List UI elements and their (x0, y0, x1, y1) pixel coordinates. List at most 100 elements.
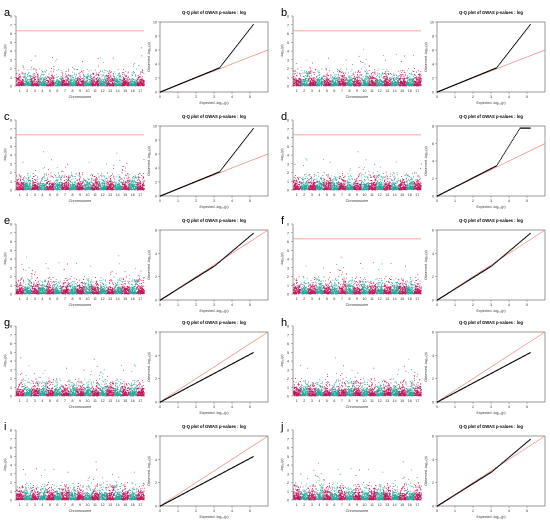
qq-plot-g: Q-Q plot of GWAS p-values : log 0 1 2 3 4 5 0 2 4… (147, 320, 269, 415)
manhattan-y-tick-label: 0 (287, 293, 289, 297)
manhattan-y-label: -log₁₀(p) (3, 252, 7, 265)
qq-x-tick-label: 3 (490, 509, 492, 513)
manhattan-y-label: -log₁₀(p) (280, 354, 284, 367)
manhattan-points-chr-7 (338, 256, 347, 295)
chromosome-tick-label: 8 (348, 297, 350, 301)
qq-y-tick-label: 0 (432, 195, 434, 199)
manhattan-points-chr-5 (46, 377, 55, 397)
manhattan-y-tick-label: 2 (10, 171, 12, 175)
chromosome-tick-label: 5 (49, 297, 51, 301)
qq-title: Q-Q plot of GWAS p-values : log (182, 10, 246, 15)
manhattan-y-tick-label: 2 (10, 481, 12, 485)
manhattan-points-chr-3 (31, 169, 40, 191)
manhattan-points-chr-15 (121, 482, 130, 501)
manhattan-points-chr-8 (345, 64, 354, 87)
manhattan-points-chr-11 (368, 163, 377, 191)
qq-x-tick-label: 0 (159, 509, 161, 513)
manhattan-x-label: Chromosome (69, 405, 92, 409)
manhattan-y-tick-label: 5 (287, 351, 289, 355)
manhattan-y-tick-label: 5 (287, 145, 289, 149)
chromosome-tick-label: 9 (79, 193, 81, 197)
qq-plot-d: Q-Q plot of GWAS p-values : log 0 1 2 3 4 5 0 2 4… (424, 114, 546, 209)
chromosome-tick-label: 2 (26, 503, 28, 507)
manhattan-points-chr-2 (300, 367, 309, 397)
chromosome-tick-label: 12 (101, 89, 105, 93)
chromosome-tick-label: 1 (19, 89, 21, 93)
manhattan-y-tick-label: 0 (287, 189, 289, 193)
chromosome-tick-label: 3 (34, 297, 36, 301)
manhattan-x-label: Chromosome (346, 405, 369, 409)
qq-y-tick-label: 6 (432, 331, 434, 335)
chromosome-tick-label: 13 (385, 193, 389, 197)
manhattan-points-chr-4 (315, 379, 324, 397)
manhattan-y-tick-label: 8 (10, 325, 12, 329)
qq-y-tick-label: 2 (155, 377, 157, 381)
chromosome-tick-label: 2 (26, 89, 28, 93)
qq-observed-points (160, 128, 254, 197)
chromosome-tick-label: 9 (79, 399, 81, 403)
chromosome-tick-label: 1 (19, 193, 21, 197)
manhattan-y-label: -log₁₀(p) (280, 252, 284, 265)
manhattan-points-chr-11 (368, 262, 377, 295)
qq-y-tick-label: 4 (155, 252, 157, 256)
chromosome-tick-label: 12 (378, 297, 382, 301)
qq-observed-points (160, 456, 254, 507)
manhattan-points-chr-6 (330, 263, 339, 295)
qq-y-label: Observed -log₁₀(p) (424, 42, 428, 72)
manhattan-y-tick-label: 1 (10, 180, 12, 184)
manhattan-y-tick-label: 3 (10, 472, 12, 476)
chromosome-tick-label: 17 (415, 399, 419, 403)
manhattan-y-tick-label: 7 (287, 231, 289, 235)
manhattan-points-chr-10 (360, 468, 369, 501)
chromosome-tick-label: 9 (79, 89, 81, 93)
chromosome-tick-label: 2 (303, 297, 305, 301)
manhattan-points-chr-2 (23, 60, 32, 87)
manhattan-points-chr-7 (338, 473, 347, 501)
manhattan-points-chr-4 (38, 469, 47, 501)
qq-x-tick-label: 2 (195, 509, 197, 513)
qq-y-tick-label: 0 (432, 299, 434, 303)
manhattan-points-chr-2 (300, 158, 309, 191)
chromosome-tick-label: 10 (363, 503, 367, 507)
chromosome-tick-label: 5 (49, 89, 51, 93)
manhattan-points-chr-14 (113, 152, 123, 191)
manhattan-y-label: -log₁₀(p) (280, 148, 284, 161)
manhattan-points-chr-8 (68, 262, 77, 295)
manhattan-points-chr-14 (391, 54, 400, 87)
chromosome-tick-label: 5 (326, 503, 328, 507)
qq-plot-a: Q-Q plot of GWAS p-values : log 0 1 2 3 4 5 0 2 4… (147, 10, 269, 105)
qq-y-tick-label: 0 (155, 401, 157, 405)
qq-x-tick-label: 0 (159, 95, 161, 99)
qq-y-tick-label: 0 (155, 505, 157, 509)
manhattan-points-chr-15 (121, 271, 130, 295)
qq-x-tick-label: 4 (508, 95, 510, 99)
manhattan-points-chr-17 (413, 68, 422, 87)
qq-x-tick-label: 4 (231, 405, 233, 409)
manhattan-points-chr-17 (136, 380, 145, 397)
qq-y-tick-label: 4 (155, 458, 157, 462)
qq-reference-line (436, 229, 546, 301)
qq-x-tick-label: 2 (195, 199, 197, 203)
manhattan-y-tick-label: 4 (287, 258, 289, 262)
qq-y-tick-label: 8 (155, 139, 157, 143)
chromosome-tick-label: 1 (296, 399, 298, 403)
chromosome-tick-label: 6 (56, 503, 58, 507)
manhattan-points-chr-10 (83, 476, 93, 501)
qq-x-tick-label: 1 (177, 95, 179, 99)
manhattan-points-chr-15 (121, 69, 130, 87)
chromosome-tick-label: 5 (326, 193, 328, 197)
manhattan-y-tick-label: 4 (10, 258, 12, 262)
manhattan-y-tick-label: 8 (10, 223, 12, 227)
chromosome-tick-label: 4 (318, 89, 320, 93)
manhattan-y-tick-label: 7 (10, 231, 12, 235)
manhattan-points-chr-12 (98, 277, 107, 295)
chromosome-tick-label: 1 (19, 399, 21, 403)
qq-title: Q-Q plot of GWAS p-values : log (459, 424, 523, 429)
manhattan-points-chr-12 (375, 166, 385, 191)
chromosome-tick-label: 14 (393, 503, 397, 507)
qq-x-tick-label: 0 (436, 405, 438, 409)
